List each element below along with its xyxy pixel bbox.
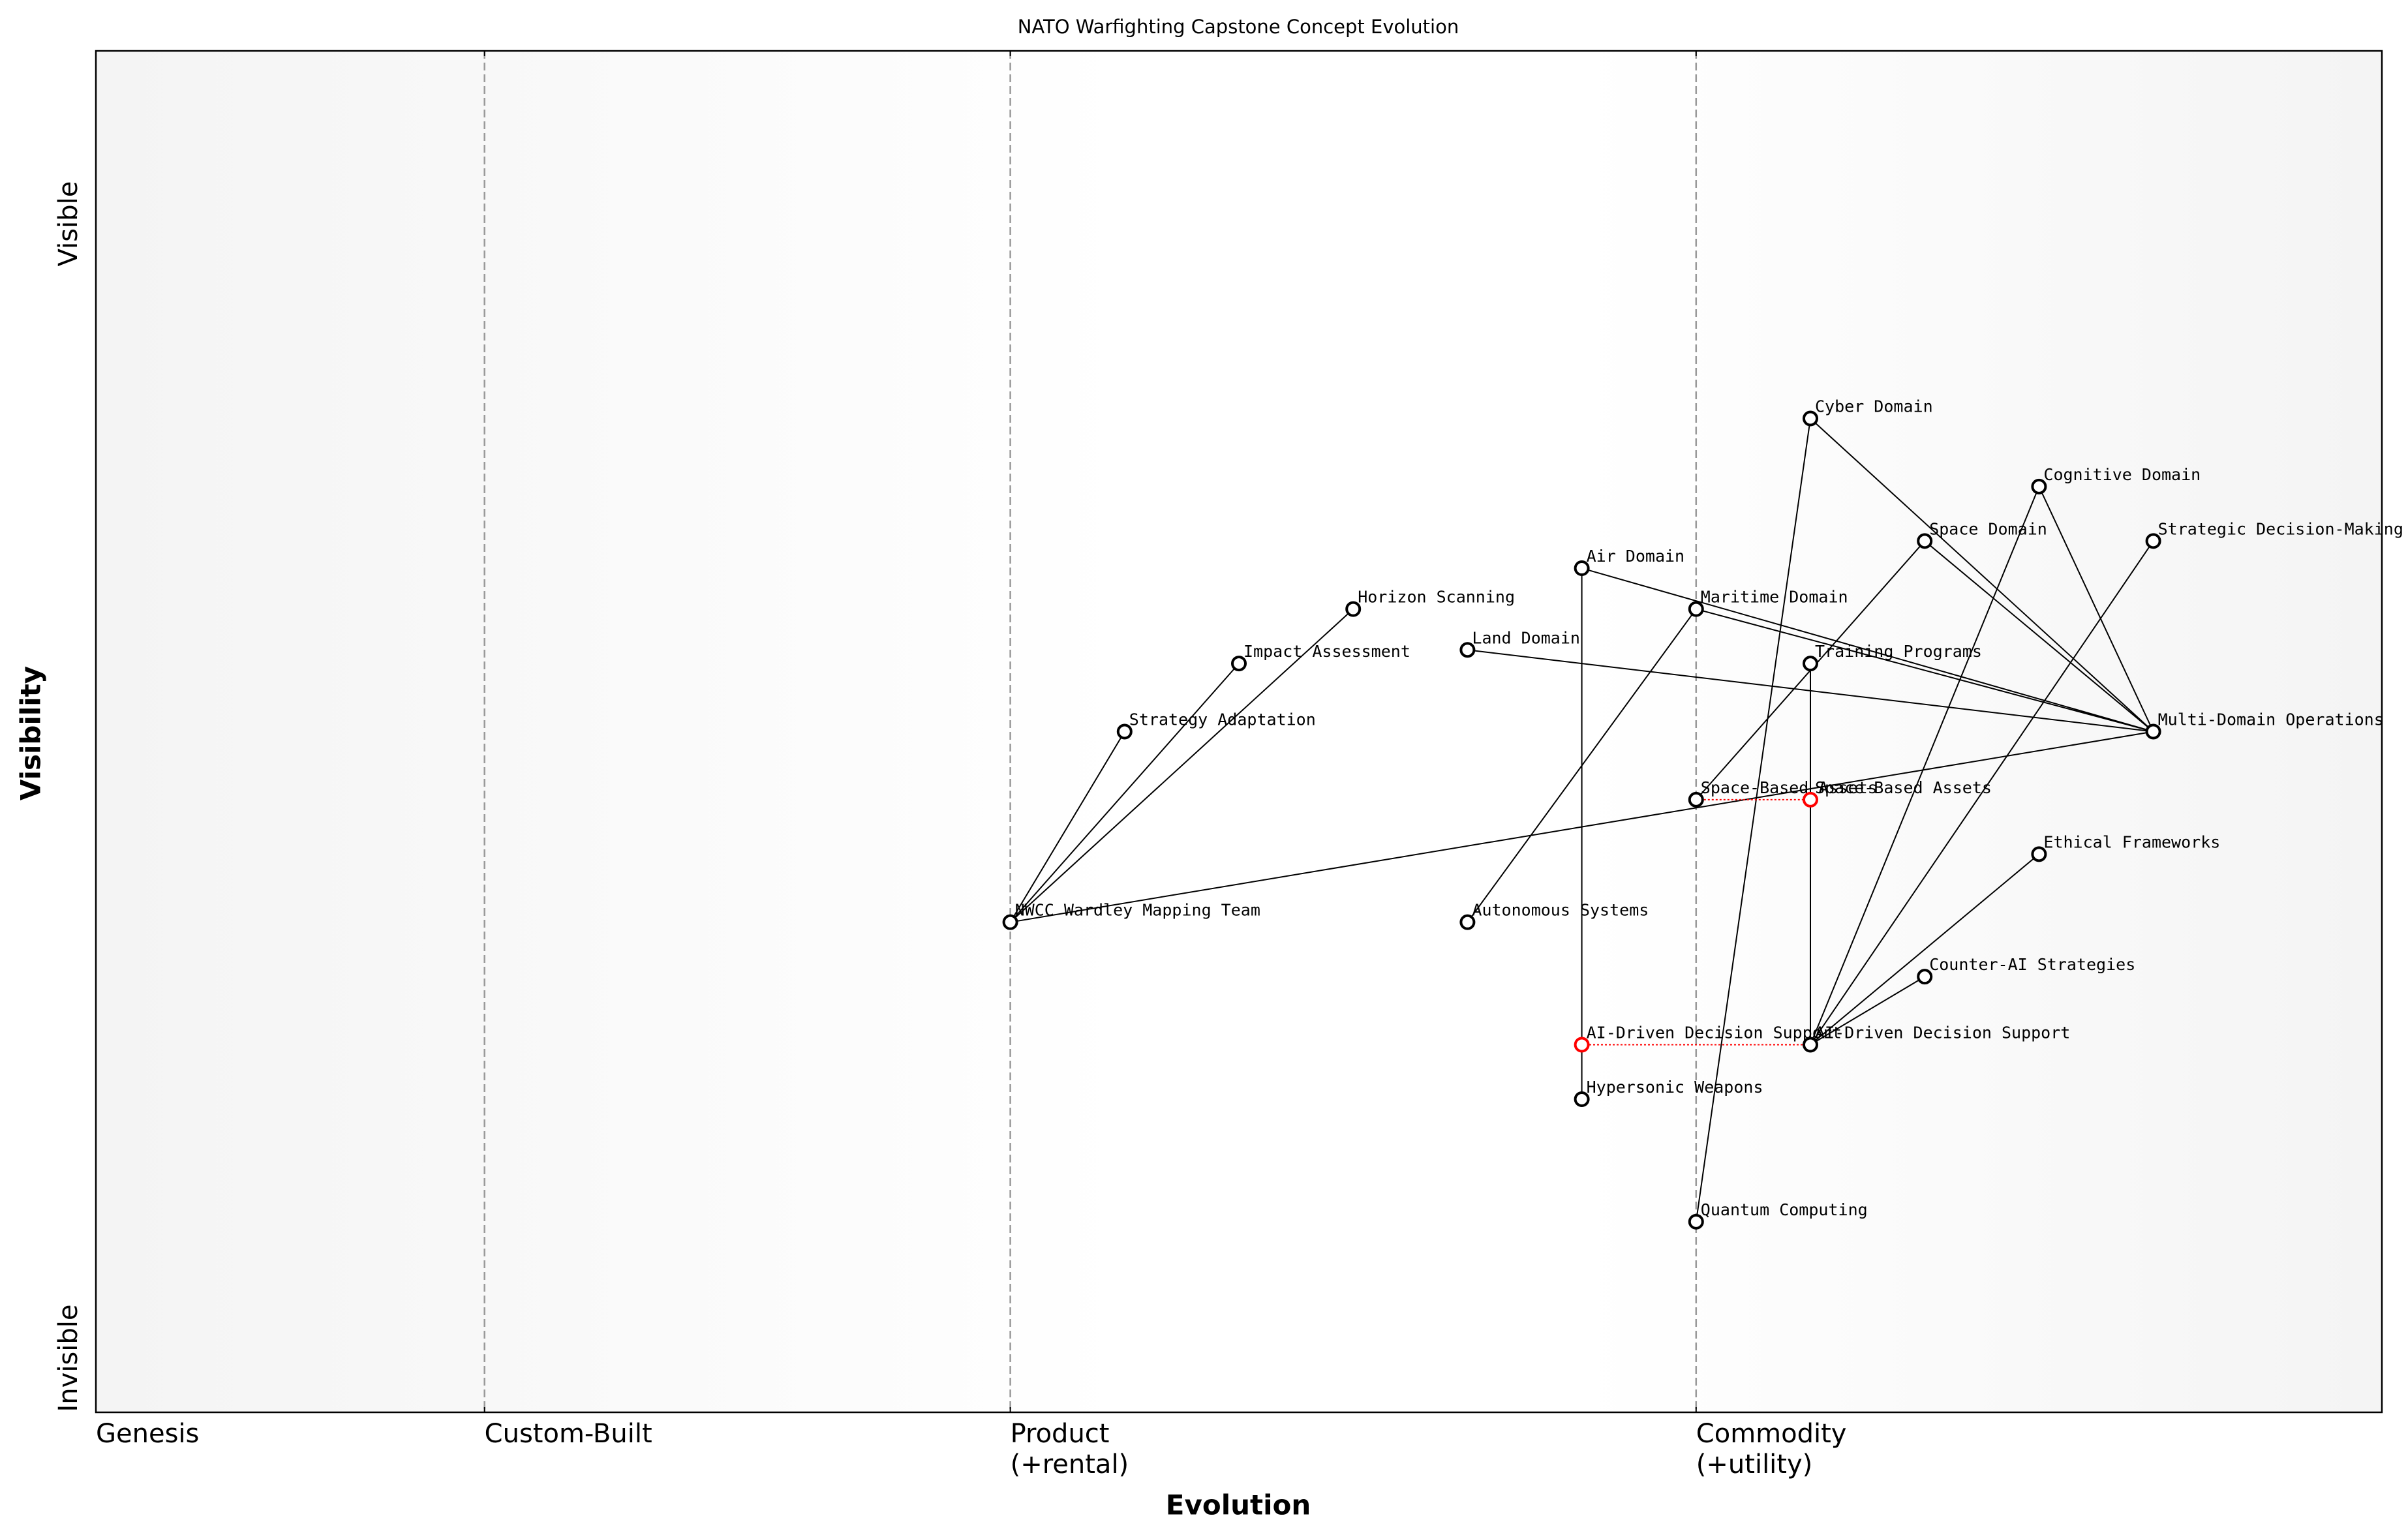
y-label-visible: Visible xyxy=(53,181,84,267)
component-label: Cyber Domain xyxy=(1815,397,1933,416)
x-axis-label: Evolution xyxy=(1166,1489,1311,1521)
link xyxy=(1810,853,2040,1046)
component xyxy=(1002,914,1018,930)
evolved-label: Space-Based Assets xyxy=(1815,778,1992,797)
component-label: Cognitive Domain xyxy=(2043,465,2201,484)
link xyxy=(1924,540,2154,733)
link xyxy=(1810,417,2154,733)
component-label: Strategy Adaptation xyxy=(1129,710,1316,729)
component xyxy=(1231,656,1247,672)
x-tick-label: Genesis xyxy=(96,1419,200,1449)
evolved-label: AI-Driven Decision Support xyxy=(1587,1024,1842,1042)
link xyxy=(1810,540,2154,1046)
link xyxy=(1467,609,1697,923)
component xyxy=(1803,1037,1818,1053)
link xyxy=(1810,976,1925,1046)
link xyxy=(2038,486,2154,732)
component-label: Horizon Scanning xyxy=(1358,588,1515,607)
link xyxy=(1009,663,1240,923)
component xyxy=(2031,846,2047,862)
link xyxy=(1581,568,2154,733)
component-label: Land Domain xyxy=(1472,628,1580,647)
y-axis-label: Visibility xyxy=(15,666,47,800)
link xyxy=(1810,486,2040,1045)
component xyxy=(2145,533,2161,549)
link xyxy=(1695,418,1811,1222)
component xyxy=(1574,560,1590,577)
component xyxy=(1803,656,1818,672)
component-label: Space-Based Assets xyxy=(1701,778,1878,797)
component xyxy=(1688,791,1704,808)
link xyxy=(1010,731,2154,923)
component xyxy=(1116,723,1133,740)
component-label: Quantum Computing xyxy=(1701,1200,1868,1219)
evolved-component xyxy=(1803,791,1818,808)
component-label: Training Programs xyxy=(1815,642,1982,661)
component-label: Counter-AI Strategies xyxy=(1929,955,2135,974)
x-tick-label: Custom-Built xyxy=(484,1419,652,1449)
component xyxy=(1574,1091,1590,1107)
component-label: NWCC Wardley Mapping Team xyxy=(1015,901,1260,920)
component xyxy=(1459,642,1476,658)
x-tick-label: Commodity (+utility) xyxy=(1696,1419,1847,1480)
component-label: Multi-Domain Operations xyxy=(2158,710,2384,729)
component xyxy=(1345,601,1362,617)
component xyxy=(1459,914,1476,930)
link xyxy=(1696,608,2154,733)
link xyxy=(1009,731,1125,923)
chart-title: NATO Warfighting Capstone Concept Evolut… xyxy=(1018,16,1459,38)
plot-frame xyxy=(95,50,2383,1414)
evolved-component xyxy=(1574,1037,1590,1053)
component-label: Maritime Domain xyxy=(1701,588,1848,607)
x-tick-label: Product (+rental) xyxy=(1010,1419,1129,1480)
component xyxy=(1688,1213,1704,1230)
y-label-invisible: Invisible xyxy=(53,1305,84,1412)
component-label: AI-Driven Decision Support xyxy=(1815,1024,2070,1042)
component xyxy=(1917,533,1933,549)
component-label: Ethical Frameworks xyxy=(2043,832,2220,851)
component-label: Hypersonic Weapons xyxy=(1587,1078,1763,1097)
component xyxy=(2145,723,2161,740)
component-label: Space Domain xyxy=(1929,519,2047,538)
component xyxy=(2031,478,2047,494)
component-label: Autonomous Systems xyxy=(1472,901,1649,920)
component xyxy=(1917,969,1933,985)
plot-background xyxy=(96,51,2382,1412)
link xyxy=(1009,608,1354,923)
component xyxy=(1803,410,1818,427)
component-label: Strategic Decision-Making xyxy=(2158,519,2403,538)
component-label: Air Domain xyxy=(1587,547,1685,566)
component xyxy=(1688,601,1704,617)
component-label: Impact Assessment xyxy=(1243,642,1410,661)
